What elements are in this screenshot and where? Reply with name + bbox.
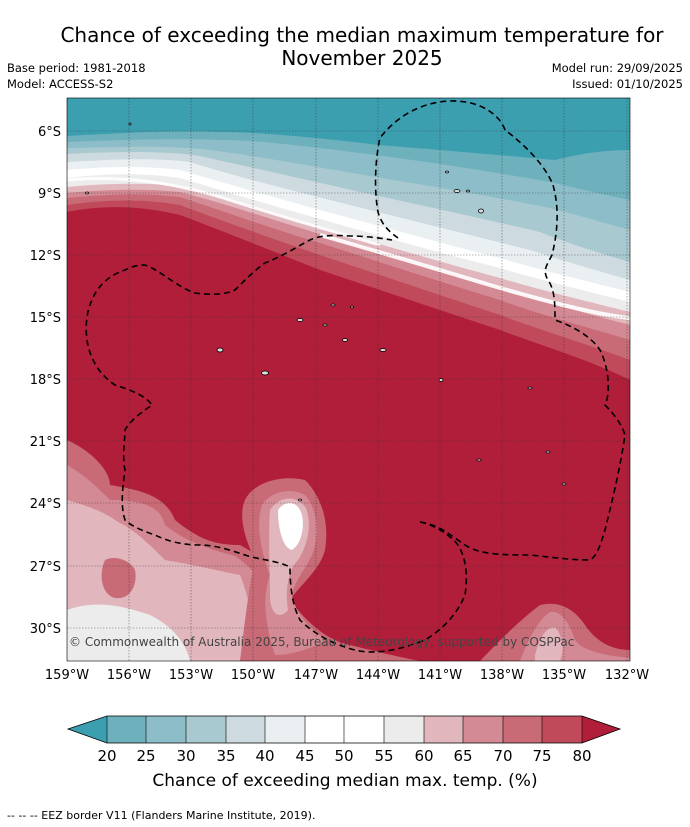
colorbar-ticks: 20 25 30 35 40 45 50 55 60 65 70 75 80: [97, 747, 591, 765]
title-line-1: Chance of exceeding the median maximum t…: [60, 23, 664, 47]
eez-legend: -- -- -- EEZ border V11 (Flanders Marine…: [7, 809, 316, 822]
colorbar-label: Chance of exceeding median max. temp. (%…: [152, 771, 538, 791]
lat-label: 21°S: [30, 435, 61, 450]
colorbar-segment: [146, 716, 186, 743]
lon-label: 159°W: [45, 668, 89, 683]
meta-left: Base period: 1981-2018 Model: ACCESS-S2: [7, 60, 146, 92]
lat-label: 18°S: [30, 373, 61, 388]
field-southeast-60: [535, 627, 563, 661]
base-period: Base period: 1981-2018: [7, 61, 146, 75]
colorbar-tick: 75: [532, 747, 551, 765]
lon-label: 153°W: [169, 668, 213, 683]
colorbar-tick: 35: [216, 747, 235, 765]
lat-label: 27°S: [30, 560, 61, 575]
eez-borders: [85, 100, 626, 653]
lat-label: 12°S: [30, 249, 61, 264]
colorbar-segment: [107, 716, 147, 743]
colorbar-tick: 60: [414, 747, 433, 765]
field-plume-50: [278, 503, 303, 550]
colorbar-tick: 45: [295, 747, 314, 765]
colorbar-segment: [305, 716, 345, 743]
colorbar-segment: [463, 716, 503, 743]
copyright-notice: © Commonwealth of Australia 2025, Bureau…: [69, 635, 574, 649]
model-run: Model run: 29/09/2025: [551, 61, 683, 75]
title-line-2: November 2025: [281, 46, 443, 70]
colorbar-tick: 40: [255, 747, 274, 765]
colorbar-segment: [503, 716, 543, 743]
colorbar: 20 25 30 35 40 45 50 55 60 65 70 75 80: [66, 715, 622, 765]
lat-label: 9°S: [38, 187, 61, 202]
lat-label: 30°S: [30, 622, 61, 637]
colorbar-segment: [344, 716, 384, 743]
field-north-below-20: [67, 98, 630, 160]
colorbar-segment: [186, 716, 226, 743]
lon-label: 150°W: [231, 668, 275, 683]
lon-label: 147°W: [294, 668, 338, 683]
lon-label: 132°W: [605, 668, 649, 683]
colorbar-tick: 55: [374, 747, 393, 765]
lon-label: 138°W: [480, 668, 524, 683]
colorbar-tick: 70: [493, 747, 512, 765]
lon-label: 141°W: [418, 668, 462, 683]
colorbar-above-arrow: [582, 716, 620, 743]
issued-date: Issued: 01/10/2025: [572, 77, 683, 91]
contour-streak-1: [67, 176, 381, 247]
field-south-55: [67, 604, 190, 661]
colorbar-segment: [265, 716, 305, 743]
colorbar-dividers: [106, 716, 583, 743]
lat-label: 24°S: [30, 497, 61, 512]
colorbar-segment: [226, 716, 266, 743]
islands: [85, 122, 567, 502]
colorbar-tick: 80: [572, 747, 591, 765]
colorbar-tick: 65: [453, 747, 472, 765]
colorbar-tick: 25: [136, 747, 155, 765]
lon-label: 135°W: [542, 668, 586, 683]
contour-streak-2: [319, 233, 630, 320]
graticule: [67, 98, 630, 661]
field-north-edge: [67, 98, 630, 108]
meta-right: Model run: 29/09/2025 Issued: 01/10/2025: [552, 60, 683, 92]
lon-label: 156°W: [107, 668, 151, 683]
lat-label: 6°S: [38, 125, 61, 140]
colorbar-segment: [384, 716, 424, 743]
lon-label: 144°W: [356, 668, 400, 683]
latitude-labels: 6°S 9°S 12°S 15°S 18°S 21°S 24°S 27°S 30…: [30, 125, 61, 637]
map-panel: © Commonwealth of Australia 2025, Bureau…: [67, 98, 630, 661]
map-frame: [66, 97, 631, 662]
longitude-labels: 159°W 156°W 153°W 150°W 147°W 144°W 141°…: [45, 668, 649, 683]
lat-label: 15°S: [30, 311, 61, 326]
model-name: Model: ACCESS-S2: [7, 77, 114, 91]
colorbar-below-arrow: [68, 716, 107, 743]
field-south-patch: [101, 558, 136, 599]
colorbar-tick: 50: [334, 747, 353, 765]
colorbar-segment: [424, 716, 464, 743]
eez-french-polynesia: [374, 100, 626, 561]
colorbar-tick: 20: [97, 747, 116, 765]
colorbar-tick: 30: [176, 747, 195, 765]
chart-title: Chance of exceeding the median maximum t…: [40, 24, 684, 70]
colorbar-segment: [542, 716, 582, 743]
eez-cook-islands: [85, 234, 468, 653]
